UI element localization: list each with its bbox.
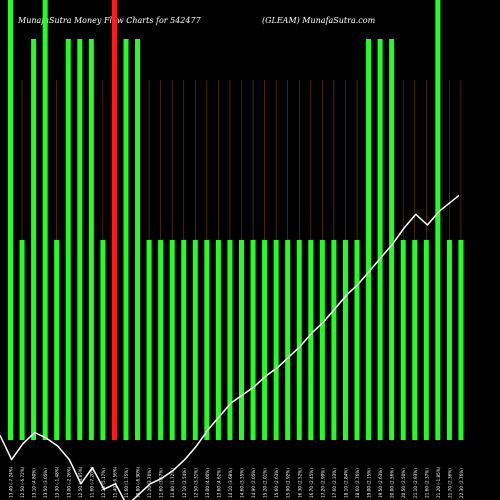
money-flow-bar [308, 240, 314, 440]
price-line-group [0, 194, 460, 500]
x-tick-label: 11.80 (1.72%) [170, 468, 175, 498]
money-flow-bar [146, 240, 152, 440]
x-tick-label: 21.70 (2.36%) [447, 468, 452, 498]
x-tick-label: 19.50 (2.63%) [378, 468, 383, 498]
x-tick-label: 13.50 (3.05%) [43, 468, 48, 498]
money-flow-bar [319, 240, 325, 440]
x-tick-label: 11.40 (-6.56%) [112, 466, 117, 498]
money-flow-bar [65, 39, 71, 440]
money-flow-bar [446, 240, 452, 440]
price-line [0, 194, 460, 500]
x-axis-labels: 13.40 (-7.24%) 12.50 (-6.72%) 13.10 (4.80%… [9, 466, 464, 498]
money-flow-bar [77, 39, 83, 440]
x-tick-label: 12.20 (5.17%) [101, 468, 106, 498]
money-flow-bar [412, 240, 418, 440]
x-tick-label: 17.60 (2.33%) [332, 468, 337, 498]
money-flow-bar [239, 240, 244, 440]
x-tick-label: 15.20 (2.01%) [263, 468, 268, 498]
x-tick-label: 16.70 (2.45%) [309, 468, 314, 498]
x-tick-label: 13.10 (4.80%) [32, 468, 37, 498]
money-flow-bar [88, 39, 94, 440]
x-tick-label: 10.80 (-6.90%) [136, 466, 141, 498]
x-tick-label: 15.60 (2.63%) [274, 468, 279, 498]
x-tick-label: 11.60 (1.75%) [124, 468, 129, 498]
money-flow-bar [31, 39, 37, 440]
x-tick-label: 13.60 (4.62%) [216, 468, 221, 498]
money-flow-bar [250, 240, 256, 440]
money-flow-bar [204, 240, 210, 440]
x-tick-label: 13.30 (-1.48%) [55, 466, 60, 498]
money-flow-bar [354, 240, 360, 440]
money-flow-bar [458, 240, 464, 440]
chart-title-right: (GLEAM) MunafaSutra.com [262, 16, 376, 25]
x-tick-label: 14.60 (3.55%) [240, 468, 245, 498]
money-flow-bar [342, 240, 348, 440]
x-tick-label: 12.50 (-3.85%) [78, 466, 83, 498]
x-tick-label: 14.90 (2.05%) [251, 468, 256, 498]
money-flow-bar [169, 240, 175, 440]
x-tick-label: 13.00 (4.00%) [205, 468, 210, 498]
x-tick-label: 11.60 (3.57%) [159, 468, 164, 498]
x-tick-label: 11.60 (-7.20%) [89, 466, 94, 498]
x-tick-label: 13.00 (-2.26%) [66, 466, 71, 498]
x-tick-label: 20.50 (2.50%) [401, 468, 406, 498]
money-flow-bar [42, 0, 48, 440]
x-tick-label: 18.60 (2.76%) [355, 468, 360, 498]
money-flow-bar [158, 240, 164, 440]
x-tick-label: 15.90 (1.92%) [286, 468, 291, 498]
money-flow-bar [19, 240, 25, 440]
money-flow-bar [296, 240, 302, 440]
x-tick-label: 21.10 (2.93%) [413, 468, 418, 498]
x-tick-label: 14.10 (3.68%) [228, 468, 233, 498]
money-flow-bar [227, 240, 233, 440]
x-tick-label: 16.30 (2.52%) [297, 468, 302, 498]
chart-title-left: MunafaSutra Money Flow Charts for 542477 [18, 16, 201, 25]
money-flow-bar [123, 39, 129, 440]
money-flow-bars [8, 0, 464, 440]
x-tick-label: 17.20 (2.99%) [320, 468, 325, 498]
money-flow-bar [262, 240, 268, 440]
money-flow-bar [192, 240, 198, 440]
x-tick-label: 12.50 (-6.72%) [20, 466, 25, 498]
money-flow-bar [273, 240, 279, 440]
x-tick-label: 12.50 (3.31%) [193, 468, 198, 498]
money-flow-bar [423, 240, 429, 440]
money-flow-bar [181, 240, 187, 440]
money-flow-bar [8, 0, 13, 440]
money-flow-bar [400, 240, 406, 440]
x-tick-label: 11.20 (3.70%) [147, 468, 152, 498]
money-flow-bar [285, 240, 291, 440]
money-flow-bar [100, 240, 106, 440]
money-flow-bar [135, 39, 141, 440]
x-tick-label: 12.10 (2.54%) [182, 468, 187, 498]
x-tick-label: 21.60 (2.37%) [424, 468, 429, 498]
x-tick-label: 13.40 (-7.24%) [9, 466, 14, 498]
x-tick-label: 18.10 (2.84%) [343, 468, 348, 498]
money-flow-bar [331, 240, 337, 440]
money-flow-bar [435, 0, 441, 440]
money-flow-bar [54, 240, 60, 440]
x-tick-label: 21.20 (-1.85%) [436, 466, 441, 498]
x-tick-label: 19.00 (2.15%) [367, 468, 372, 498]
money-flow-bar [377, 39, 383, 440]
money-flow-bar [366, 39, 372, 440]
x-tick-label: 22.30 (2.76%) [459, 468, 464, 498]
money-flow-bar [389, 39, 395, 440]
money-flow-bar [111, 0, 117, 440]
x-tick-label: 20.00 (2.56%) [390, 468, 395, 498]
money-flow-bar [215, 240, 221, 440]
